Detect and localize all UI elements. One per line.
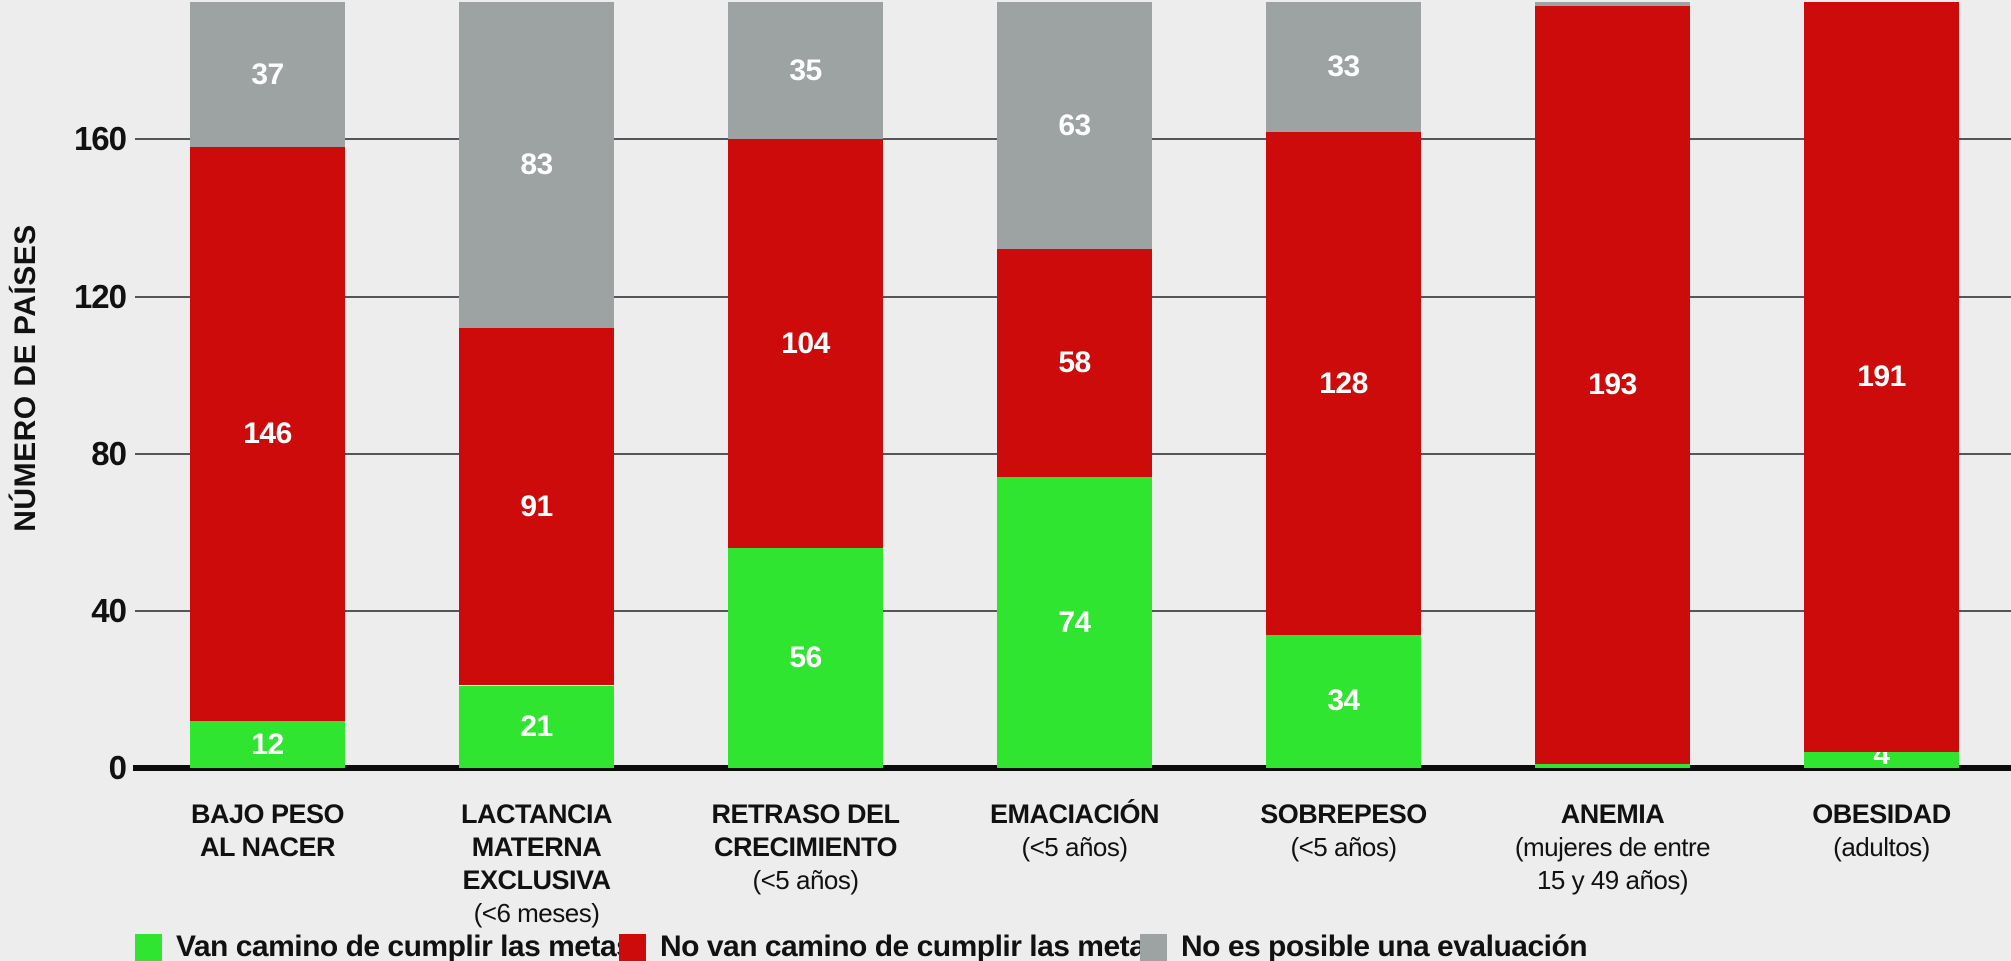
bar-segment-green: [459, 686, 614, 768]
bar-segment-green: [997, 477, 1152, 768]
bar-segment-red: [728, 139, 883, 548]
legend-label: No es posible una evaluación: [1181, 930, 1588, 961]
bar-segment-gray: [459, 2, 614, 328]
y-tick-label-80: 80: [91, 435, 127, 472]
value-label: 56: [789, 641, 822, 674]
category-label: BAJO PESO AL NACER: [128, 798, 407, 864]
value-label: 33: [1327, 50, 1360, 83]
value-label: 34: [1327, 684, 1360, 717]
bar-segment-gray: [728, 2, 883, 139]
x-axis-line: [133, 765, 2011, 771]
category-label: EMACIACIÓN (<5 años): [935, 798, 1214, 864]
value-label: 104: [781, 327, 830, 360]
bar-segment-red: [190, 147, 345, 721]
category-label-line: RETRASO DEL: [711, 799, 900, 829]
y-tick-label-40: 40: [91, 592, 127, 629]
category-sublabel-line: 15 y 49 años): [1536, 865, 1689, 895]
legend-label: No van camino de cumplir las metas: [660, 930, 1162, 961]
value-label: 63: [1058, 109, 1091, 142]
y-axis-title: NÚMERO DE PAÍSES: [9, 224, 42, 532]
category-sublabel-line: (<5 años): [1290, 832, 1397, 862]
category-label-line: ANEMIA: [1560, 799, 1665, 829]
value-label: 74: [1058, 606, 1091, 639]
category-label: LACTANCIA MATERNA EXCLUSIVA (<6 meses): [397, 798, 676, 930]
bar-segment-green: [728, 548, 883, 768]
value-label: 83: [520, 148, 553, 181]
category-label: ANEMIA (mujeres de entre 15 y 49 años): [1473, 798, 1752, 897]
bar-segment-green: [1266, 634, 1421, 768]
bar-segment-green: [1804, 752, 1959, 768]
category-label-line: SOBREPESO: [1260, 799, 1427, 829]
category-label-line: EMACIACIÓN: [990, 799, 1160, 829]
legend-item-off-track: No van camino de cumplir las metas: [619, 930, 1162, 961]
category-label-line: OBESIDAD: [1812, 799, 1951, 829]
category-sublabel-line: (<6 meses): [473, 898, 600, 928]
bar-segment-gray: [1266, 2, 1421, 132]
category-label: SOBREPESO (<5 años): [1204, 798, 1483, 864]
category-label-line: EXCLUSIVA: [462, 865, 611, 895]
bar-segment-gray: [190, 2, 345, 147]
bar-segment-gray: [1535, 2, 1690, 6]
legend-swatch-green: [135, 934, 162, 961]
value-label: 58: [1058, 346, 1091, 379]
category-label-line: AL NACER: [199, 832, 336, 862]
value-label: 146: [243, 417, 292, 450]
value-label: 12: [251, 728, 284, 761]
category-sublabel-line: (<5 años): [752, 865, 859, 895]
category-label-line: BAJO PESO: [190, 799, 345, 829]
category-sublabel-line: (<5 años): [1021, 832, 1128, 862]
bar-segment-green: [190, 721, 345, 768]
legend-item-no-assessment: No es posible una evaluación: [1140, 930, 1588, 961]
y-tick-label-0: 0: [108, 749, 127, 786]
bar-segment-red: [1804, 2, 1959, 752]
category-label: RETRASO DEL CRECIMIENTO (<5 años): [666, 798, 945, 897]
bar-segment-gray: [997, 2, 1152, 249]
y-tick-label-120: 120: [73, 278, 127, 315]
category-sublabel-line: (mujeres de entre: [1514, 832, 1711, 862]
value-label: 21: [520, 710, 553, 743]
legend-swatch-gray: [1140, 934, 1167, 961]
bar-segment-red: [997, 249, 1152, 477]
value-label: 91: [520, 490, 553, 523]
category-label-line: LACTANCIA MATERNA: [461, 799, 612, 862]
category-label: OBESIDAD (adultos): [1742, 798, 2011, 864]
bar-segment-red: [1535, 6, 1690, 764]
legend-label: Van camino de cumplir las metas: [176, 930, 633, 961]
category-label-line: CRECIMIENTO: [713, 832, 898, 862]
value-label: 128: [1319, 367, 1368, 400]
bar-segment-red: [459, 328, 614, 685]
y-tick-label-160: 160: [73, 120, 127, 157]
value-label: 37: [251, 58, 284, 91]
value-label: 35: [789, 54, 822, 87]
legend-item-on-track: Van camino de cumplir las metas: [135, 930, 633, 961]
bar-segment-green: [1535, 764, 1690, 768]
value-label: 191: [1857, 360, 1906, 393]
category-sublabel-line: (adultos): [1833, 832, 1930, 862]
value-label: 193: [1588, 368, 1637, 401]
legend-swatch-red: [619, 934, 646, 961]
bar-segment-red: [1266, 132, 1421, 635]
